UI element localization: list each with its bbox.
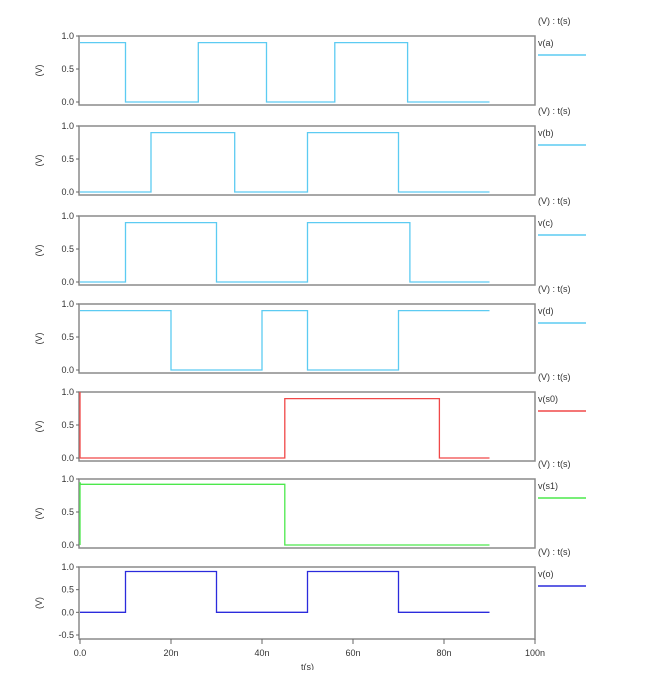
y-axis-label: (V) [34, 597, 44, 609]
y-tick-label: 0.5 [61, 154, 74, 164]
y-axis-label: (V) [34, 333, 44, 345]
series-line-vo [80, 570, 490, 613]
panel-header: (V) : t(s) [538, 372, 571, 382]
y-tick-label: 1.0 [61, 474, 74, 484]
y-tick-label: 1.0 [61, 211, 74, 221]
y-tick-label: 0.5 [61, 420, 74, 430]
plot-frame [78, 478, 536, 549]
y-tick-label: 1.0 [61, 299, 74, 309]
y-tick-label: 1.0 [61, 562, 74, 572]
y-tick-label: 0.0 [61, 277, 74, 287]
y-tick-label: 1.0 [61, 387, 74, 397]
x-axis-label: t(s) [301, 662, 314, 670]
x-tick-label: 100n [525, 648, 545, 658]
panel-header: (V) : t(s) [538, 106, 571, 116]
legend-label: v(s1) [538, 481, 558, 491]
panel-header: (V) : t(s) [538, 196, 571, 206]
y-axis-label: (V) [34, 245, 44, 257]
y-tick-label: 0.5 [61, 507, 74, 517]
x-tick-label: 80n [436, 648, 451, 658]
y-tick-label: 0.0 [61, 453, 74, 463]
y-tick-label: 0.0 [61, 187, 74, 197]
series-line-vc [80, 221, 490, 283]
legend-label: v(o) [538, 569, 554, 579]
y-tick-label: 1.0 [61, 121, 74, 131]
y-axis-label: (V) [34, 421, 44, 433]
panel-header: (V) : t(s) [538, 284, 571, 294]
y-tick-label: 1.0 [61, 31, 74, 41]
y-axis-label: (V) [34, 65, 44, 77]
x-tick-label: 20n [163, 648, 178, 658]
plot-frame [78, 35, 536, 106]
y-tick-label: 0.0 [61, 365, 74, 375]
legend-label: v(c) [538, 218, 553, 228]
y-tick-label: 0.0 [61, 607, 74, 617]
series-line-vs0 [79, 392, 490, 459]
y-tick-label: 0.5 [61, 332, 74, 342]
series-line-vd [80, 309, 490, 371]
plot-frame [78, 215, 536, 286]
legend-label: v(a) [538, 38, 554, 48]
plot-frame [78, 391, 536, 462]
plot-frame [78, 303, 536, 374]
panel-header: (V) : t(s) [538, 459, 571, 469]
series-line-va [80, 41, 490, 103]
series-line-vb [80, 131, 490, 193]
legend-label: v(s0) [538, 394, 558, 404]
legend-label: v(b) [538, 128, 554, 138]
panel-header: (V) : t(s) [538, 16, 571, 26]
series-line-vs1 [79, 482, 490, 546]
panel-header: (V) : t(s) [538, 547, 571, 557]
y-tick-label: 0.0 [61, 540, 74, 550]
legend-label: v(d) [538, 306, 554, 316]
y-tick-label: 0.5 [61, 244, 74, 254]
y-tick-label: -0.5 [58, 630, 74, 640]
x-tick-label: 40n [254, 648, 269, 658]
plot-frame [78, 125, 536, 196]
x-tick-label: 0.0 [74, 648, 87, 658]
y-tick-label: 0.5 [61, 585, 74, 595]
plot-frame [78, 566, 536, 640]
y-tick-label: 0.5 [61, 64, 74, 74]
x-tick-label: 60n [345, 648, 360, 658]
y-tick-label: 0.0 [61, 97, 74, 107]
y-axis-label: (V) [34, 155, 44, 167]
y-axis-label: (V) [34, 508, 44, 520]
